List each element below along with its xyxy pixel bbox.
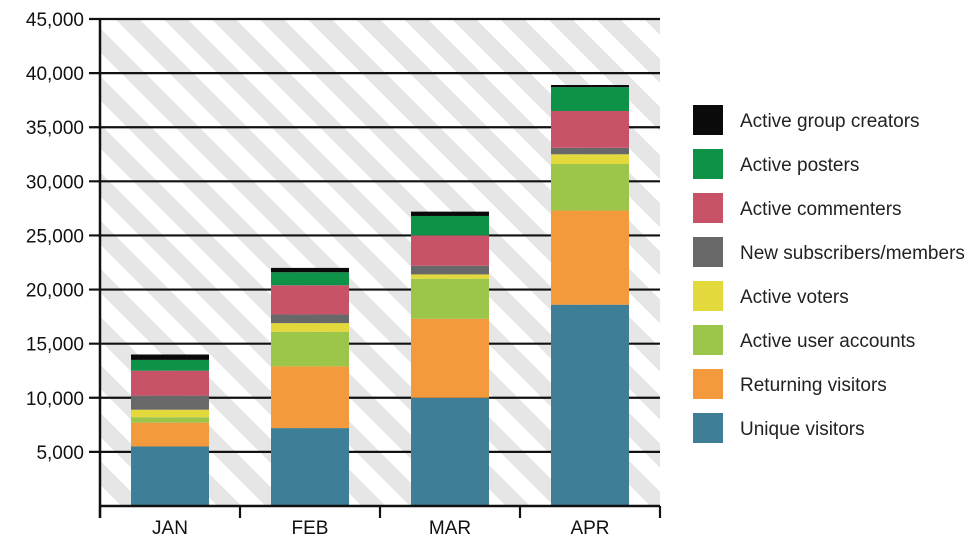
bar-segment bbox=[551, 110, 629, 148]
bar-segment bbox=[551, 87, 629, 111]
legend-swatch bbox=[693, 149, 723, 179]
bar-segment bbox=[411, 265, 489, 275]
bar-segment bbox=[551, 154, 629, 165]
x-tick-label: MAR bbox=[429, 518, 471, 539]
x-tick-label: FEB bbox=[292, 518, 329, 539]
y-tick-label: 35,000 bbox=[26, 118, 84, 139]
bar-segment bbox=[411, 278, 489, 319]
bar-segment bbox=[271, 366, 349, 429]
y-tick-labels: 5,000 10,000 15,000 20,000 25,000 30,000 35,00… bbox=[26, 10, 84, 464]
y-tick-label: 25,000 bbox=[26, 226, 84, 247]
bar-segment bbox=[131, 417, 209, 423]
bar-segment bbox=[131, 359, 209, 371]
bar-segment bbox=[131, 370, 209, 396]
legend-swatch bbox=[693, 325, 723, 355]
bar-segment bbox=[271, 314, 349, 324]
legend-label: Unique visitors bbox=[740, 419, 865, 440]
legend-label: Returning visitors bbox=[740, 375, 887, 396]
y-tick-label: 20,000 bbox=[26, 281, 84, 302]
legend-label: New subscribers/members bbox=[740, 243, 965, 264]
bar-segment bbox=[131, 446, 209, 506]
y-tick-label: 10,000 bbox=[26, 389, 84, 410]
bar-segment bbox=[411, 235, 489, 266]
x-tick-label: JAN bbox=[152, 518, 188, 539]
y-tick-label: 30,000 bbox=[26, 172, 84, 193]
bar-segment bbox=[131, 395, 209, 410]
legend-label: Active user accounts bbox=[740, 331, 915, 352]
bar-segment bbox=[551, 210, 629, 305]
bar-segment bbox=[551, 85, 629, 88]
bar-segment bbox=[551, 147, 629, 155]
bar-segment bbox=[271, 272, 349, 286]
legend-swatch bbox=[693, 237, 723, 267]
bar-segment bbox=[131, 409, 209, 418]
bar-segment bbox=[411, 274, 489, 279]
legend-label: Active group creators bbox=[740, 111, 920, 132]
bars bbox=[131, 85, 629, 506]
y-tick-label: 5,000 bbox=[36, 443, 84, 464]
bar-segment bbox=[551, 304, 629, 506]
legend-swatch bbox=[693, 281, 723, 311]
x-tick-label: APR bbox=[570, 518, 609, 539]
bar-segment bbox=[271, 331, 349, 367]
legend-swatch bbox=[693, 193, 723, 223]
y-tick-label: 45,000 bbox=[26, 10, 84, 31]
bar-segment bbox=[131, 354, 209, 360]
x-tick-labels: JAN FEB MAR APR bbox=[152, 518, 609, 539]
bar-segment bbox=[411, 211, 489, 216]
legend-swatch bbox=[693, 413, 723, 443]
bar-segment bbox=[411, 397, 489, 506]
bar-segment bbox=[271, 428, 349, 506]
legend-swatch bbox=[693, 369, 723, 399]
legend: Active group creators Active posters Activ… bbox=[693, 105, 965, 443]
legend-label: Active posters bbox=[740, 155, 859, 176]
legend-label: Active voters bbox=[740, 287, 849, 308]
bar-segment bbox=[271, 323, 349, 332]
legend-swatch bbox=[693, 105, 723, 135]
y-tick-label: 40,000 bbox=[26, 64, 84, 85]
bar-segment bbox=[411, 318, 489, 398]
bar-segment bbox=[411, 215, 489, 236]
legend-label: Active commenters bbox=[740, 199, 902, 220]
bar-segment bbox=[131, 422, 209, 447]
axes bbox=[98, 18, 662, 518]
bar-segment bbox=[551, 164, 629, 211]
bar-segment bbox=[271, 285, 349, 315]
bar-segment bbox=[271, 267, 349, 273]
y-tick-label: 15,000 bbox=[26, 335, 84, 356]
